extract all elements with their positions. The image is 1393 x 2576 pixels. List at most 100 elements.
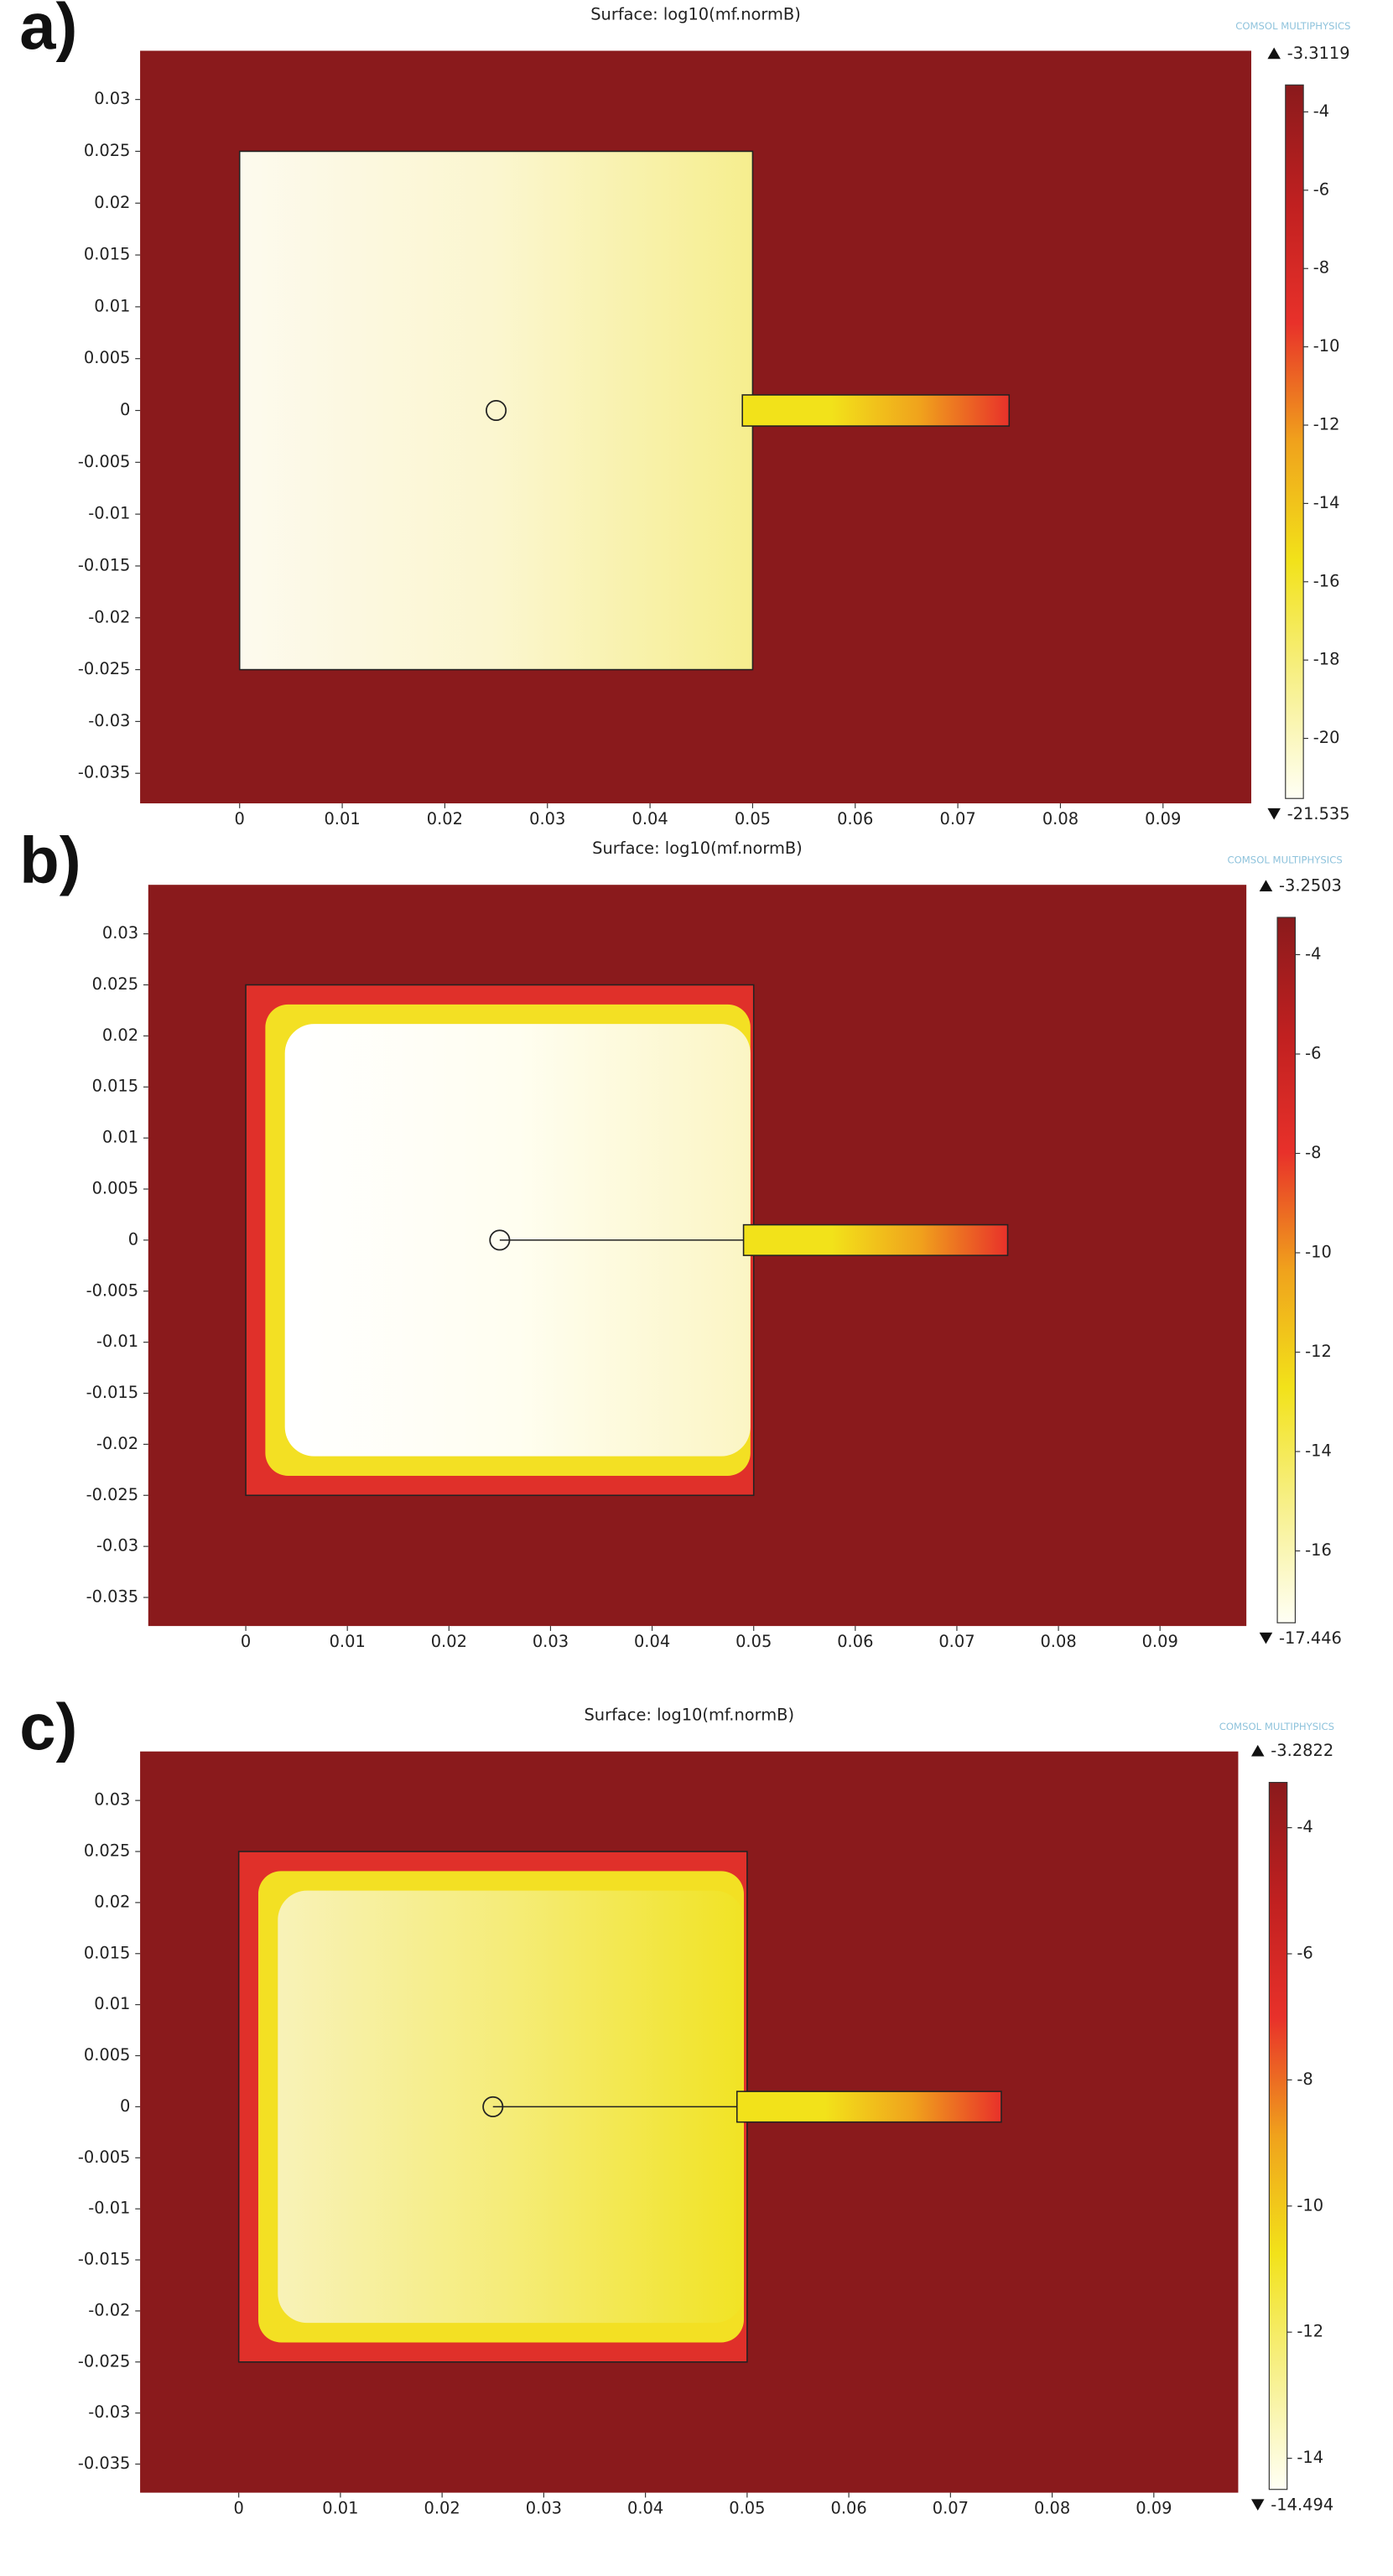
x-tick-label: 0.06 [837, 809, 873, 828]
y-tick-label: 0.02 [94, 1892, 130, 1911]
y-tick-label: -0.03 [88, 711, 130, 730]
colorbar-tick-label: -16 [1305, 1540, 1332, 1560]
y-tick-label: 0.01 [102, 1128, 138, 1147]
rod [741, 394, 1011, 427]
x-tick-label: 0.09 [1136, 2499, 1172, 2518]
y-tick-label: 0.025 [84, 141, 131, 160]
colorbar-tick-label: -14 [1305, 1441, 1332, 1461]
y-tick-label: 0.025 [92, 974, 139, 994]
x-tick-label: 0.07 [933, 2499, 969, 2518]
y-tick-label: 0.015 [92, 1077, 139, 1096]
panel-label: a) [19, 0, 77, 63]
y-tick-label: 0.005 [92, 1179, 139, 1198]
colorbar-tick-label: -6 [1313, 179, 1329, 199]
x-tick-label: 0.04 [634, 1632, 670, 1651]
y-tick-label: -0.03 [88, 2402, 130, 2422]
y-tick-label: 0.02 [102, 1026, 138, 1045]
y-tick-label: 0.03 [94, 1790, 130, 1810]
chart-title: Surface: log10(mf.normB) [592, 839, 803, 858]
x-tick-label: 0.01 [322, 2499, 358, 2518]
rod [735, 2090, 1002, 2123]
y-tick-label: -0.005 [78, 2148, 131, 2167]
x-tick-label: 0.07 [939, 809, 975, 828]
y-tick-label: 0.03 [94, 89, 130, 108]
y-tick-label: -0.01 [96, 1332, 138, 1351]
x-tick-label: 0.04 [632, 809, 668, 828]
colorbar-tick-label: -4 [1297, 1817, 1312, 1836]
colorbar-max-label: -3.2822 [1271, 1741, 1333, 1760]
y-tick-label: -0.01 [88, 504, 130, 523]
y-tick-label: -0.035 [86, 1587, 139, 1607]
colorbar-tick-label: -8 [1313, 258, 1329, 278]
source [482, 2096, 504, 2117]
colorbar-min-label: -21.535 [1287, 804, 1350, 823]
colorbar-tick-label: -20 [1313, 728, 1340, 747]
y-tick-label: 0.01 [94, 1994, 130, 2013]
colorbar-tick-label: -14 [1313, 493, 1340, 512]
colorbar-tick-label: -10 [1305, 1243, 1332, 1262]
y-tick-label: -0.025 [78, 659, 131, 678]
x-tick-label: 0.05 [729, 2499, 765, 2518]
y-tick-label: -0.025 [78, 2351, 131, 2371]
x-tick-label: 0.08 [1040, 1632, 1076, 1651]
x-tick-label: 0.02 [431, 1632, 467, 1651]
colorbar-tick-label: -4 [1313, 101, 1329, 121]
chart-title: Surface: log10(mf.normB) [590, 4, 801, 23]
x-tick-label: 0.08 [1034, 2499, 1070, 2518]
x-tick-label: 0.03 [526, 2499, 562, 2518]
colorbar-max-label: -3.2503 [1279, 876, 1342, 896]
y-tick-label: -0.005 [78, 452, 131, 471]
y-tick-label: -0.035 [78, 2454, 131, 2473]
x-tick-label: 0 [241, 1632, 251, 1651]
y-tick-label: 0.025 [84, 1841, 131, 1861]
colorbar [1285, 84, 1304, 799]
x-tick-label: 0.09 [1145, 809, 1181, 828]
y-tick-label: 0.03 [102, 923, 138, 943]
colorbar-tick-label: -8 [1305, 1143, 1321, 1162]
y-tick-label: 0.015 [84, 245, 131, 264]
y-tick-label: 0.005 [84, 348, 131, 367]
colorbar-tick-label: -14 [1297, 2448, 1323, 2467]
y-tick-label: -0.015 [78, 555, 131, 574]
x-tick-label: 0.05 [735, 1632, 772, 1651]
x-tick-label: 0.06 [837, 1632, 873, 1651]
y-tick-label: -0.005 [86, 1280, 139, 1300]
colorbar-max-label: -3.3119 [1287, 44, 1350, 63]
y-tick-label: -0.015 [78, 2250, 131, 2269]
panel-label: c) [19, 1691, 77, 1763]
watermark: COMSOL MULTIPHYSICS [1227, 854, 1342, 866]
source [489, 1229, 511, 1251]
min-marker [1259, 1632, 1273, 1644]
source [486, 399, 507, 422]
y-tick-label: -0.02 [96, 1434, 138, 1453]
y-tick-label: 0 [120, 2096, 130, 2116]
x-tick-label: 0 [233, 2499, 243, 2518]
colorbar-tick-label: -6 [1305, 1043, 1321, 1062]
colorbar-tick-label: -4 [1305, 944, 1321, 963]
min-marker [1267, 808, 1281, 820]
colorbar-tick-label: -10 [1313, 336, 1340, 356]
colorbar-tick-label: -12 [1305, 1342, 1332, 1361]
y-tick-label: -0.025 [86, 1485, 139, 1504]
domain [239, 151, 753, 670]
colorbar-tick-label: -16 [1313, 571, 1340, 590]
y-tick-label: -0.02 [88, 607, 130, 626]
max-marker [1259, 880, 1273, 891]
watermark: COMSOL MULTIPHYSICS [1219, 1721, 1334, 1732]
x-tick-label: 0.04 [627, 2499, 663, 2518]
colorbar-min-label: -17.446 [1279, 1628, 1342, 1648]
colorbar-tick-label: -12 [1313, 415, 1340, 434]
y-tick-label: 0.005 [84, 2045, 131, 2064]
panel-label: b) [19, 824, 81, 896]
x-tick-label: 0.03 [533, 1632, 569, 1651]
chart-title: Surface: log10(mf.normB) [584, 1705, 794, 1724]
x-tick-label: 0.01 [324, 809, 360, 828]
y-tick-label: -0.035 [78, 763, 131, 782]
colorbar [1268, 1782, 1288, 2490]
y-tick-label: -0.03 [96, 1536, 138, 1555]
y-tick-label: -0.02 [88, 2300, 130, 2319]
y-tick-label: 0.015 [84, 1943, 131, 1962]
colorbar-tick-label: -12 [1297, 2322, 1323, 2341]
x-tick-label: 0.05 [735, 809, 771, 828]
